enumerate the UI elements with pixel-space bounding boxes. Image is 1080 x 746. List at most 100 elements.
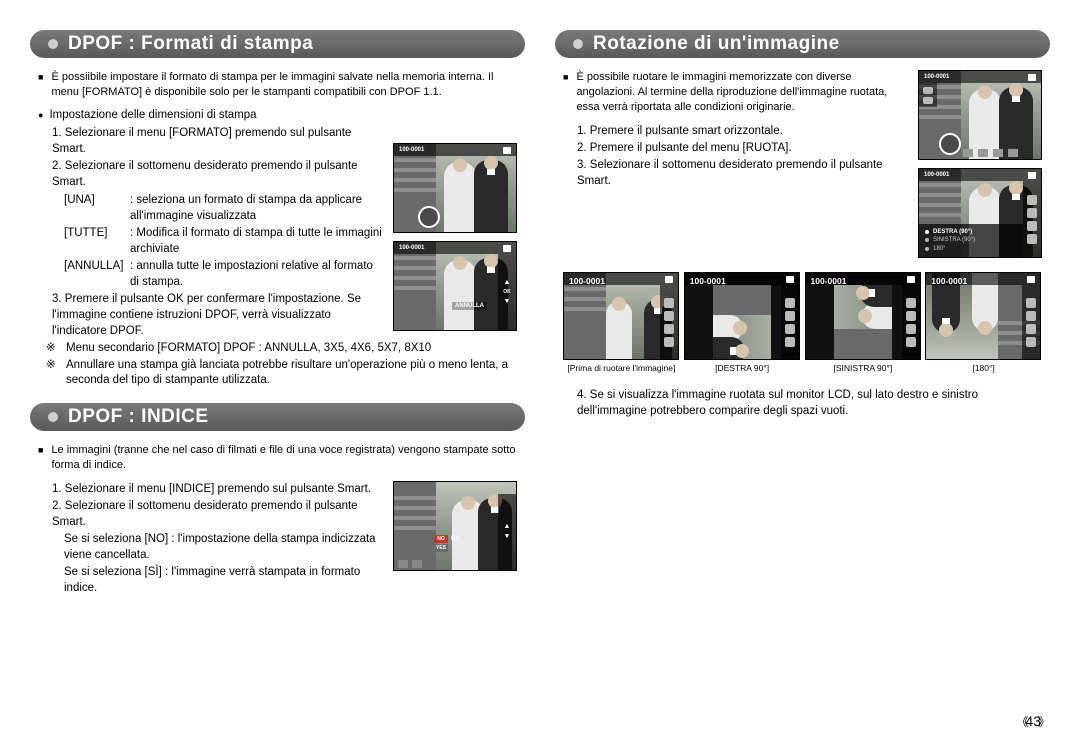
note-text: Annullare una stampa già lanciata potreb… (66, 358, 517, 389)
rot-label: [DESTRA 90°] (684, 363, 801, 373)
right-toolbar: ▲ OK ▼ (498, 254, 516, 330)
camera-screenshot-formato-1: 100-0001 (393, 143, 517, 233)
def-una: [UNA] : seleziona un formato di stampa d… (52, 192, 383, 224)
play-mode-icon (1028, 74, 1036, 81)
ok-label: OK (503, 289, 511, 295)
def-label: [UNA] (64, 192, 122, 224)
toolbar-icon (963, 149, 973, 157)
round-bullet-icon: ● (38, 108, 43, 124)
file-id: 100-0001 (399, 147, 424, 153)
bottom-icon (398, 560, 408, 568)
header-title: DPOF : Formati di stampa (68, 33, 313, 55)
note-symbol-icon: ※ (46, 341, 60, 357)
toolbar-icon (978, 149, 988, 157)
header-bullet (573, 39, 583, 49)
right-toolbar: ▲ ▼ (498, 494, 516, 570)
camera-screenshot-indice: ▲ ▼ NONO YES (393, 481, 517, 571)
def-label: [TUTTE] (64, 225, 122, 257)
section-header-dpof-indice: DPOF : INDICE (30, 403, 525, 431)
opt-si: Se si seleziona [SÌ] : l'immagine verrà … (52, 564, 383, 596)
bullet-text: Impostazione delle dimensioni di stampa (49, 108, 256, 124)
section-header-dpof-formati: DPOF : Formati di stampa (30, 30, 525, 58)
right-toolbar (1023, 181, 1041, 257)
square-bullet-icon: ■ (38, 70, 43, 100)
play-mode-icon (665, 276, 673, 283)
play-mode-icon (907, 276, 915, 283)
header-title: Rotazione di un'immagine (593, 33, 840, 55)
note-symbol-icon: ※ (46, 358, 60, 389)
step-2: 2. Selezionare il sottomenu desiderato p… (52, 498, 383, 530)
note-text: Menu secondario [FORMATO] DPOF : ANNULLA… (66, 341, 431, 357)
intro-text: ■ È possiibile impostare il formato di s… (38, 70, 517, 100)
rot-label: [SINISTRA 90°] (805, 363, 922, 373)
toolbar-icon (1008, 149, 1018, 157)
file-id: 100-0001 (924, 172, 949, 178)
file-id: 100-0001 (811, 276, 847, 286)
def-annulla: [ANNULLA] : annulla tutte le impostazion… (52, 258, 383, 290)
menu-opt-sinistra: SINISTRA (90°) (933, 236, 975, 244)
def-desc: : annulla tutte le impostazioni relative… (130, 258, 383, 290)
camera-screenshot-formato-2: 100-0001 ▲ OK ▼ ANNULLA (393, 241, 517, 331)
step-3: 3. Premere il pulsante OK per confermare… (52, 291, 383, 339)
rot-label: [Prima di ruotare l'immagine] (563, 363, 680, 373)
note-1: ※ Menu secondario [FORMATO] DPOF : ANNUL… (38, 341, 517, 357)
menu-opt-destra: DESTRA (90°) (933, 228, 972, 236)
right-toolbar (660, 285, 678, 359)
file-id: 100-0001 (924, 74, 949, 80)
highlight-circle-icon (939, 133, 961, 155)
header-title: DPOF : INDICE (68, 406, 209, 428)
overlay-annulla: ANNULLA (452, 302, 487, 310)
rot-shot-destra: 100-0001 (684, 272, 800, 360)
file-id: 100-0001 (399, 245, 424, 251)
header-bullet (48, 39, 58, 49)
step-2: 2. Selezionare il sottomenu desiderato p… (52, 158, 383, 190)
header-bullet (48, 412, 58, 422)
step-1: 1. Selezionare il menu [FORMATO] premend… (52, 125, 383, 157)
play-mode-icon (1028, 172, 1036, 179)
intro-content: È possiibile impostare il formato di sta… (51, 70, 517, 100)
rot-shot-before: 100-0001 (563, 272, 679, 360)
file-id: 100-0001 (931, 276, 967, 286)
camera-screenshot-rotate-2: 100-0001 DESTRA (90°) SINISTRA (90°) 180… (918, 168, 1042, 258)
play-mode-icon (1027, 276, 1035, 283)
def-label: [ANNULLA] (64, 258, 122, 290)
chip-no: NO (434, 535, 448, 543)
play-mode-icon (503, 147, 511, 154)
note-2: ※ Annullare una stampa già lanciata potr… (38, 358, 517, 389)
square-bullet-icon: ■ (38, 443, 43, 473)
def-desc: : Modifica il formato di stampa di tutte… (130, 225, 383, 257)
step-2: 2. Premere il pulsante del menu [RUOTA]. (577, 140, 908, 156)
rotate-menu: DESTRA (90°) SINISTRA (90°) 180° (919, 224, 1023, 257)
no-yes-selector: NONO YES (434, 535, 460, 552)
def-tutte: [TUTTE] : Modifica il formato di stampa … (52, 225, 383, 257)
page-number: 43 (1016, 713, 1050, 730)
intro-content: È possibile ruotare le immagini memorizz… (576, 70, 908, 115)
bullet-heading: ● Impostazione delle dimensioni di stamp… (38, 108, 517, 124)
rot-label: [180°] (925, 363, 1042, 373)
step-1: 1. Premere il pulsante smart orizzontale… (577, 123, 908, 139)
camera-screenshot-rotate-1: 100-0001 (918, 70, 1042, 160)
menu-opt-180: 180° (933, 245, 945, 253)
intro-text: ■ Le immagini (tranne che nel caso di fi… (38, 443, 517, 473)
play-mode-icon (503, 245, 511, 252)
opt-no: Se si seleziona [NO] : l'impostazione de… (52, 531, 383, 563)
square-bullet-icon: ■ (563, 70, 568, 115)
chip-yes: YES (434, 544, 448, 552)
right-toolbar (1022, 285, 1040, 359)
right-toolbar (902, 285, 920, 359)
file-id: 100-0001 (569, 276, 605, 286)
def-desc: : seleziona un formato di stampa da appl… (130, 192, 383, 224)
step-3: 3. Selezionare il sottomenu desiderato p… (577, 157, 908, 189)
rot-shot-sinistra: 100-0001 (805, 272, 921, 360)
right-toolbar (781, 285, 799, 359)
intro-text: ■ È possibile ruotare le immagini memori… (563, 70, 908, 115)
file-id: 100-0001 (690, 276, 726, 286)
step-4: 4. Se si visualizza l'immagine ruotata s… (577, 387, 1042, 419)
section-header-rotazione: Rotazione di un'immagine (555, 30, 1050, 58)
step-1: 1. Selezionare il menu [INDICE] premendo… (52, 481, 383, 497)
left-toolbar (919, 83, 937, 107)
rotation-examples-row: 100-0001 [Prima di ruotare l'immagine] (563, 272, 1042, 373)
intro-content: Le immagini (tranne che nel caso di film… (51, 443, 517, 473)
play-mode-icon (786, 276, 794, 283)
rot-shot-180: 100-0001 (925, 272, 1041, 360)
